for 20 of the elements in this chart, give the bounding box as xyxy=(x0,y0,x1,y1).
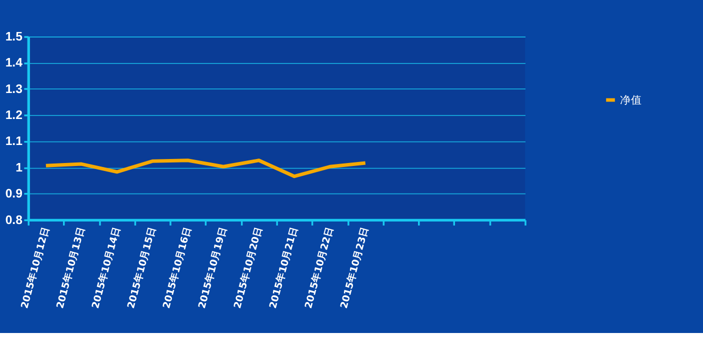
x-tick-label: 2015年10月22日 xyxy=(302,226,336,310)
y-tick-label: 0.9 xyxy=(5,186,23,201)
x-tick-label: 2015年10月16日 xyxy=(160,226,194,310)
y-tick-label: 1.5 xyxy=(5,30,23,44)
x-tick-label: 2015年10月13日 xyxy=(54,226,88,310)
x-tick-label: 2015年10月23日 xyxy=(338,226,372,310)
x-tick-label: 2015年10月12日 xyxy=(18,226,52,310)
y-tick-label: 1.4 xyxy=(5,56,23,70)
y-tick-label: 1.3 xyxy=(5,82,23,96)
y-tick-label: 1.2 xyxy=(5,108,23,122)
x-tick-label: 2015年10月15日 xyxy=(124,226,158,310)
line-series xyxy=(44,158,368,178)
legend-label: 净值 xyxy=(620,94,642,107)
x-tick-label: 2015年10月19日 xyxy=(196,226,230,310)
y-tick-label: 0.8 xyxy=(5,212,23,227)
y-tick-label: 1 xyxy=(16,160,23,174)
y-tick-label: 1.1 xyxy=(5,134,23,148)
x-tick-label: 2015年10月14日 xyxy=(89,226,123,310)
x-tick-label: 2015年10月20日 xyxy=(231,226,265,310)
x-tick-label: 2015年10月21日 xyxy=(266,226,300,310)
